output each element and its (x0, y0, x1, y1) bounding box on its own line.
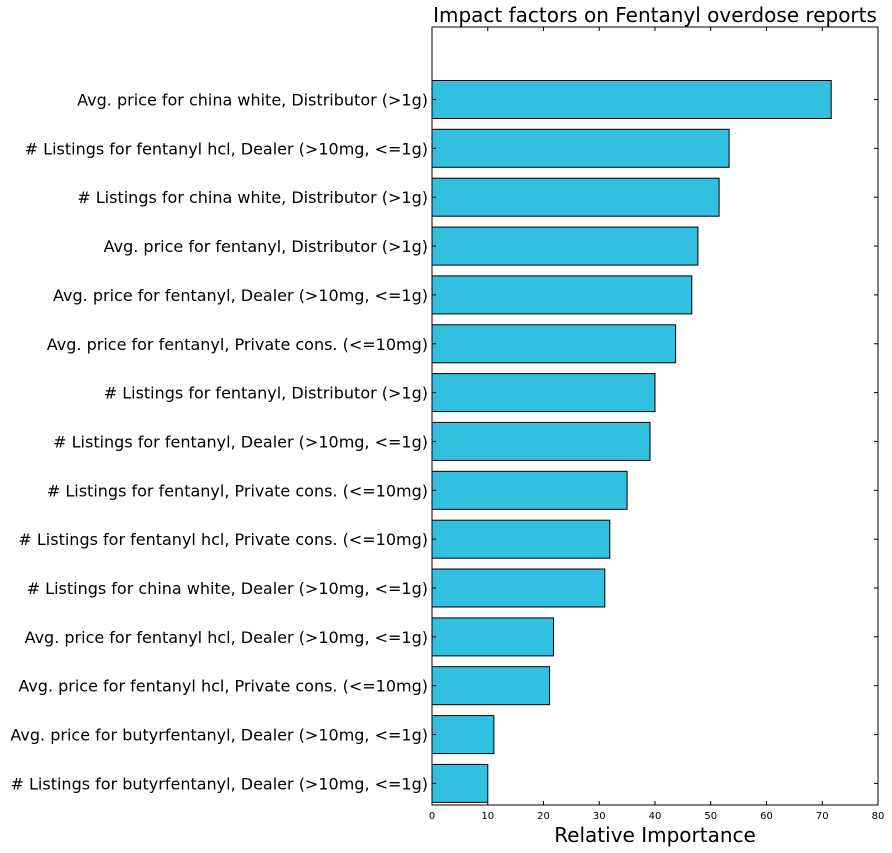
bar (431, 128, 730, 168)
chart-title: Impact factors on Fentanyl overdose repo… (433, 3, 877, 27)
category-label: # Listings for fentanyl hcl, Private con… (18, 530, 428, 549)
bar (431, 470, 628, 510)
category-label: # Listings for china white, Distributor … (77, 188, 428, 207)
x-axis-label: Relative Importance (554, 823, 756, 847)
bar (431, 421, 651, 461)
bar (431, 568, 606, 608)
category-label: # Listings for fentanyl, Distributor (>1… (104, 384, 428, 403)
category-label: Avg. price for fentanyl, Dealer (>10mg, … (53, 286, 428, 305)
x-tick-label: 0 (429, 811, 435, 822)
category-labels: Avg. price for china white, Distributor … (10, 91, 428, 794)
x-tick-label: 40 (649, 811, 662, 822)
x-tick-label: 60 (760, 811, 773, 822)
x-tick-label: 20 (537, 811, 550, 822)
category-label: # Listings for fentanyl, Dealer (>10mg, … (53, 432, 428, 451)
x-tick-label: 30 (593, 811, 606, 822)
category-label: # Listings for fentanyl hcl, Dealer (>10… (25, 139, 428, 158)
x-tick-label: 50 (704, 811, 717, 822)
bar (431, 177, 720, 217)
x-tick-label: 80 (872, 811, 885, 822)
bar (431, 324, 677, 364)
category-label: # Listings for fentanyl, Private cons. (… (47, 481, 428, 500)
category-label: Avg. price for fentanyl hcl, Dealer (>10… (25, 628, 428, 647)
bar (431, 275, 693, 315)
bar (431, 666, 551, 706)
bar (431, 373, 656, 413)
x-tick-label: 70 (816, 811, 829, 822)
bars-layer (431, 80, 832, 803)
x-tick-label: 10 (481, 811, 494, 822)
bar (431, 763, 489, 803)
category-label: # Listings for butyrfentanyl, Dealer (>1… (11, 774, 428, 793)
bar (431, 715, 495, 755)
category-label: Avg. price for fentanyl, Private cons. (… (47, 335, 428, 354)
category-label: # Listings for china white, Dealer (>10m… (27, 579, 428, 598)
bar (431, 519, 611, 559)
category-label: Avg. price for fentanyl, Distributor (>1… (104, 237, 428, 256)
bar (431, 617, 554, 657)
bar (431, 226, 699, 266)
ticks-layer: 0 10 20 30 40 50 60 70 80 (429, 27, 885, 822)
category-label: Avg. price for butyrfentanyl, Dealer (>1… (10, 726, 428, 745)
bar (431, 80, 832, 119)
category-label: Avg. price for china white, Distributor … (77, 91, 428, 110)
category-label: Avg. price for fentanyl hcl, Private con… (18, 677, 428, 696)
